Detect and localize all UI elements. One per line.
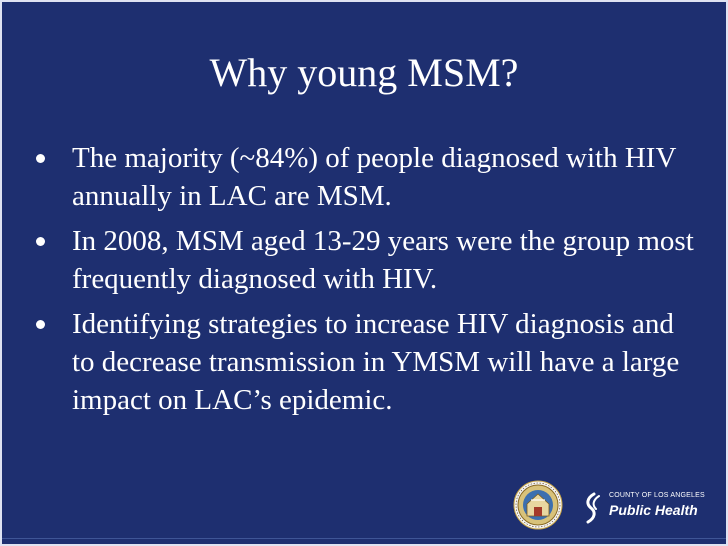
slide-title: Why young MSM?: [209, 50, 519, 95]
bullet-dot-icon: [36, 237, 45, 246]
bullet-text: The majority (~84%) of people diagnosed …: [72, 142, 676, 212]
bullet-item: Identifying strategies to increase HIV d…: [28, 305, 698, 419]
bullet-item: In 2008, MSM aged 13-29 years were the g…: [28, 222, 698, 298]
bullet-list: The majority (~84%) of people diagnosed …: [28, 139, 698, 426]
footer-divider: [2, 538, 726, 539]
public-health-mark-icon: [586, 492, 600, 524]
bullet-dot-icon: [36, 320, 45, 329]
bullet-item: The majority (~84%) of people diagnosed …: [28, 139, 698, 215]
county-seal-icon: [513, 480, 563, 530]
bullet-text: Identifying strategies to increase HIV d…: [72, 308, 680, 416]
logo-name-text: Public Health: [609, 502, 698, 518]
bullet-dot-icon: [36, 154, 45, 163]
public-health-logo: COUNTY OF LOS ANGELES Public Health: [582, 489, 705, 525]
bullet-text: In 2008, MSM aged 13-29 years were the g…: [72, 225, 694, 295]
logo-county-text: COUNTY OF LOS ANGELES: [609, 492, 705, 499]
